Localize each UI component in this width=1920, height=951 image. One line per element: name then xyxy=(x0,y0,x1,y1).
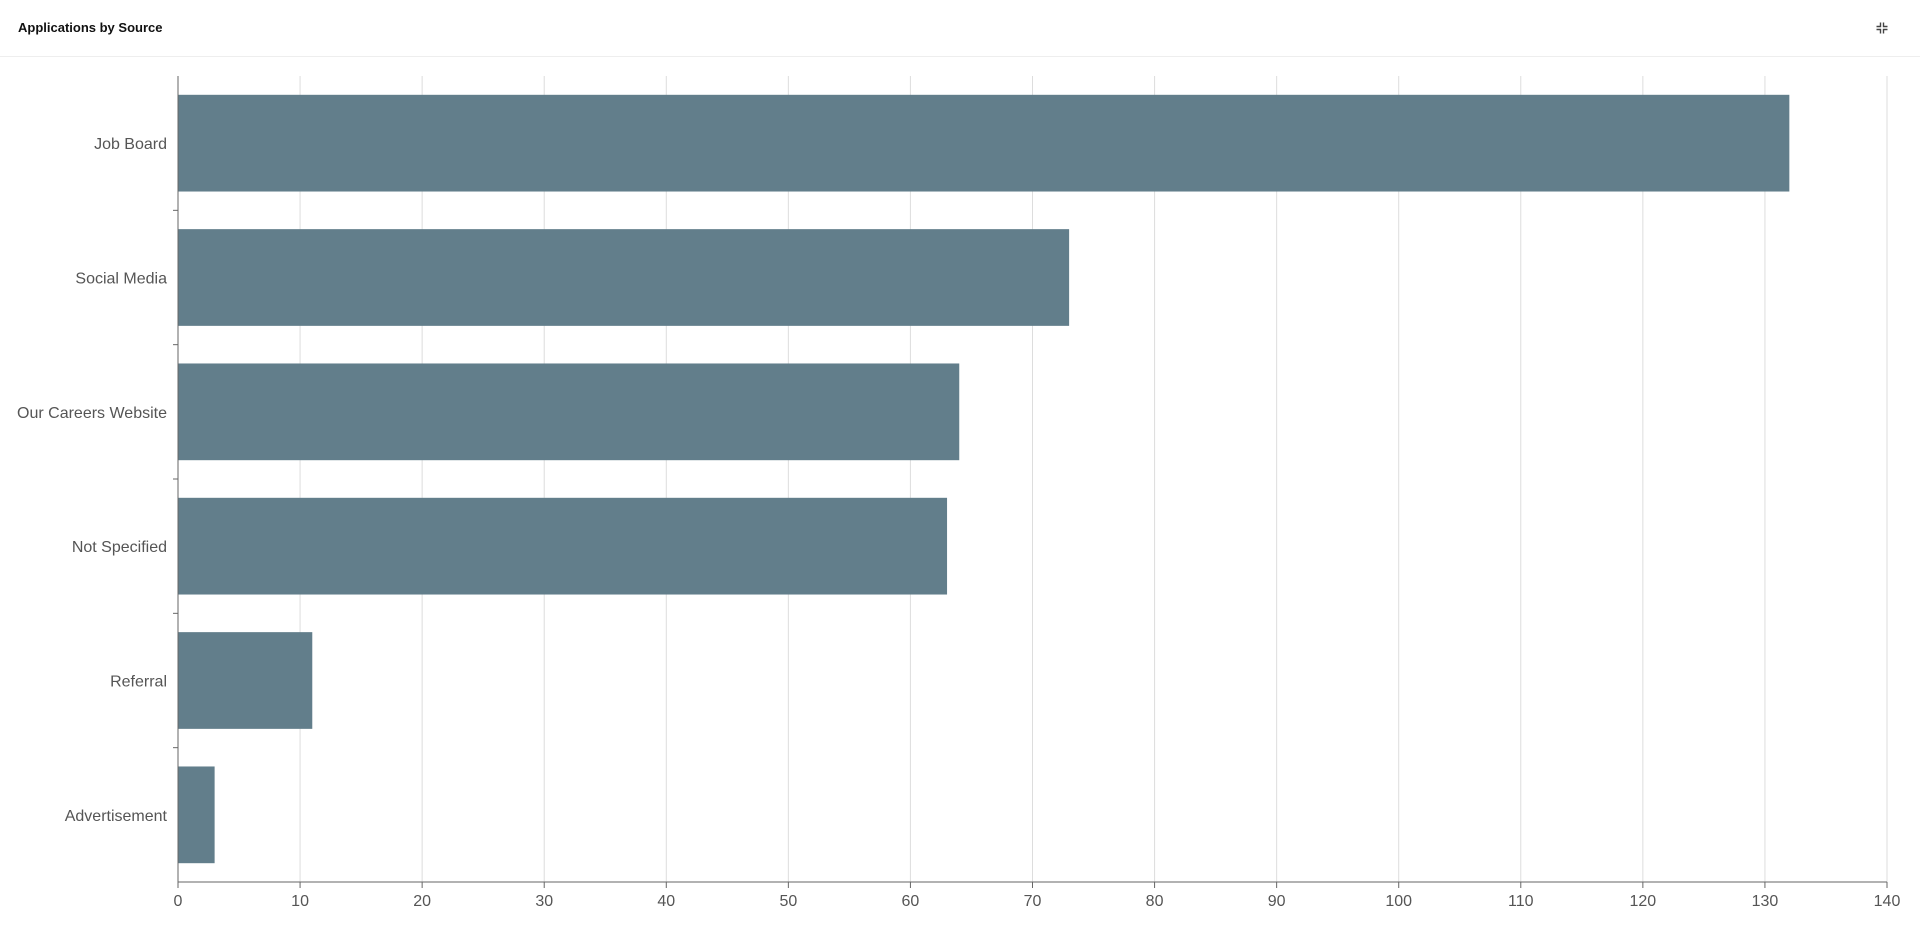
bar-social-media[interactable] xyxy=(178,229,1070,326)
x-tick-label: 10 xyxy=(291,893,309,910)
panel-title: Applications by Source xyxy=(18,20,163,35)
x-tick-label: 80 xyxy=(1146,893,1164,910)
x-tick-label: 60 xyxy=(902,893,920,910)
panel-header: Applications by Source xyxy=(0,0,1920,57)
x-tick-label: 110 xyxy=(1508,893,1534,910)
collapse-icon xyxy=(1876,22,1888,34)
x-tick-label: 30 xyxy=(535,893,553,910)
x-tick-label: 50 xyxy=(779,893,797,910)
category-label: Our Careers Website xyxy=(17,405,167,422)
category-label: Social Media xyxy=(75,271,167,288)
bar-referral[interactable] xyxy=(178,632,313,729)
category-label: Advertisement xyxy=(65,808,168,825)
x-tick-label: 40 xyxy=(657,893,675,910)
chart-area: Job Board Social Media Our Careers Website… xyxy=(0,57,1920,946)
category-label: Not Specified xyxy=(72,539,167,556)
bar-advertisement[interactable] xyxy=(178,766,215,864)
bar-job-board[interactable] xyxy=(178,94,1790,192)
bar-our-careers-website[interactable] xyxy=(178,363,960,461)
category-label: Job Board xyxy=(94,136,167,153)
category-label: Referral xyxy=(110,674,167,691)
x-tick-label: 100 xyxy=(1385,893,1412,910)
bar-chart: Job Board Social Media Our Careers Website… xyxy=(17,76,1901,910)
x-tick-label: 140 xyxy=(1874,893,1901,910)
collapse-button[interactable] xyxy=(1872,18,1892,38)
x-tick-label: 120 xyxy=(1630,893,1657,910)
bar-not-specified[interactable] xyxy=(178,497,948,595)
x-tick-label: 90 xyxy=(1268,893,1286,910)
x-tick-label: 20 xyxy=(413,893,431,910)
x-tick-label: 0 xyxy=(174,893,183,910)
x-tick-label: 70 xyxy=(1024,893,1042,910)
x-tick-label: 130 xyxy=(1752,893,1779,910)
